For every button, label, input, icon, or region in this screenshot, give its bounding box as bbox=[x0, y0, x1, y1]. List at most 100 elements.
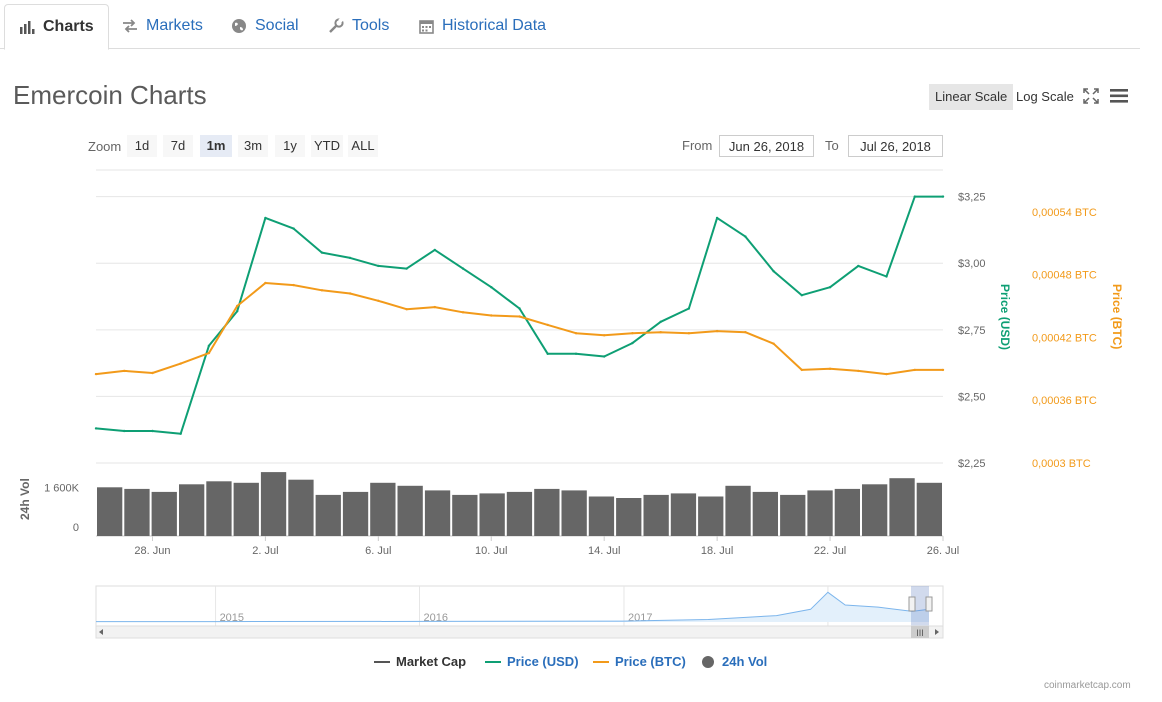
data-point bbox=[603, 334, 606, 337]
scrollbar-grip-icon: III bbox=[916, 628, 924, 638]
volume-bar bbox=[725, 485, 751, 536]
volume-bar bbox=[424, 490, 451, 536]
data-point bbox=[320, 289, 324, 292]
volume-bar bbox=[479, 493, 505, 536]
data-point bbox=[490, 314, 493, 317]
tab-tools[interactable]: Tools bbox=[328, 4, 389, 48]
data-point bbox=[631, 332, 634, 335]
zoom-7d-button[interactable]: 7d bbox=[163, 135, 193, 157]
y-tick-label-usd: $2,75 bbox=[958, 325, 986, 337]
data-point bbox=[264, 281, 267, 285]
data-point bbox=[772, 342, 775, 345]
volume-bar bbox=[288, 479, 314, 536]
calendar-icon bbox=[419, 19, 434, 34]
navigator-tick-label: 2018 bbox=[832, 612, 856, 624]
tab-label: Charts bbox=[43, 18, 94, 35]
volume-bar bbox=[916, 482, 942, 536]
data-point bbox=[461, 311, 465, 314]
data-point bbox=[941, 195, 945, 198]
axes: $2,25 $2,50 $2,75 $3,00 $3,25 0,0003 BTC 0,000… bbox=[18, 192, 1124, 557]
data-point bbox=[236, 304, 239, 308]
data-point bbox=[123, 429, 126, 433]
volume-bar bbox=[397, 485, 423, 536]
scrollbar-thumb bbox=[911, 626, 929, 638]
volume-bar bbox=[588, 496, 615, 536]
legend-market-cap[interactable]: Market Cap bbox=[374, 654, 466, 669]
volume-bar bbox=[124, 488, 150, 536]
y-tick-label-btc: 0,00054 BTC bbox=[1032, 207, 1097, 219]
log-scale-button[interactable]: Log Scale bbox=[1016, 89, 1074, 104]
volume-bar bbox=[179, 484, 205, 536]
volume-bar bbox=[862, 484, 888, 536]
zoom-3m-button[interactable]: 3m bbox=[238, 135, 268, 157]
x-tick-label: 22. Jul bbox=[814, 545, 846, 557]
volume-bar bbox=[151, 491, 177, 536]
zoom-1d-button[interactable]: 1d bbox=[127, 135, 157, 157]
tab-markets[interactable]: Markets bbox=[122, 4, 203, 48]
data-point bbox=[292, 283, 295, 287]
zoom-1m-button[interactable]: 1m bbox=[200, 135, 232, 157]
fullscreen-icon[interactable] bbox=[1083, 88, 1099, 109]
data-point bbox=[574, 352, 578, 355]
y-tick-label-usd: $2,50 bbox=[958, 391, 986, 403]
tab-label: Social bbox=[255, 17, 299, 34]
data-point bbox=[857, 369, 860, 373]
data-point bbox=[631, 341, 634, 345]
data-point bbox=[292, 227, 295, 230]
volume-bars bbox=[97, 472, 942, 537]
tab-label: Tools bbox=[352, 17, 390, 34]
zoom-all-button[interactable]: ALL bbox=[348, 135, 378, 157]
zoom-1y-button[interactable]: 1y bbox=[275, 135, 305, 157]
data-point bbox=[687, 307, 691, 310]
volume-bar bbox=[698, 496, 724, 536]
navigator-handle bbox=[908, 596, 916, 612]
vol-tick-label: 1 600K bbox=[44, 482, 80, 494]
data-point bbox=[659, 331, 662, 334]
data-point bbox=[405, 308, 408, 311]
data-point bbox=[941, 368, 945, 372]
legend-price-btc[interactable]: Price (BTC) bbox=[593, 654, 686, 669]
from-date-input[interactable]: Jun 26, 2018 bbox=[719, 135, 814, 157]
volume-bar bbox=[452, 494, 478, 536]
navigator-frame bbox=[95, 585, 944, 627]
data-point bbox=[772, 270, 775, 273]
volume-bar bbox=[643, 494, 669, 536]
legend-price-usd[interactable]: Price (USD) bbox=[485, 654, 579, 669]
x-tick-label: 14. Jul bbox=[588, 545, 620, 557]
volume-bar bbox=[260, 472, 287, 536]
x-tick-label: 26. Jul bbox=[927, 545, 959, 557]
data-point bbox=[461, 267, 465, 270]
menu-icon[interactable] bbox=[1110, 89, 1128, 108]
navigator-area bbox=[96, 592, 929, 622]
volume-bar bbox=[807, 490, 833, 536]
vol-axis-title: 24h Vol bbox=[18, 478, 32, 520]
data-point bbox=[123, 369, 126, 373]
linear-scale-button[interactable]: Linear Scale bbox=[929, 84, 1014, 110]
vol-tick-label: 0 bbox=[73, 522, 79, 534]
volume-bar bbox=[889, 478, 915, 536]
zoom-ytd-button[interactable]: YTD bbox=[311, 135, 343, 157]
x-tick-label: 18. Jul bbox=[701, 545, 733, 557]
legend-dot-swatch bbox=[702, 655, 714, 668]
volume-bar bbox=[561, 490, 587, 536]
data-point bbox=[913, 368, 916, 372]
tab-charts[interactable]: Charts bbox=[4, 4, 109, 50]
tab-historical-data[interactable]: Historical Data bbox=[419, 4, 546, 48]
tab-social[interactable]: Social bbox=[231, 4, 299, 48]
scrollbar-track bbox=[95, 625, 944, 639]
navigator-tick-label: 2017 bbox=[628, 612, 652, 624]
credit-link[interactable]: coinmarketcap.com bbox=[1044, 680, 1131, 691]
data-point bbox=[236, 310, 239, 313]
from-label: From bbox=[682, 138, 713, 153]
y-tick-label-btc: 0,0003 BTC bbox=[1032, 458, 1091, 470]
data-point bbox=[151, 429, 154, 433]
data-point bbox=[518, 315, 521, 318]
volume-bar bbox=[370, 482, 396, 536]
to-date-input[interactable]: Jul 26, 2018 bbox=[848, 135, 943, 157]
tab-label: Historical Data bbox=[442, 17, 547, 34]
volume-bar bbox=[342, 491, 369, 536]
legend-24h-vol[interactable]: 24h Vol bbox=[702, 654, 767, 669]
data-point bbox=[264, 216, 267, 220]
globe-icon bbox=[231, 18, 247, 34]
legend-line-swatch bbox=[593, 660, 609, 663]
